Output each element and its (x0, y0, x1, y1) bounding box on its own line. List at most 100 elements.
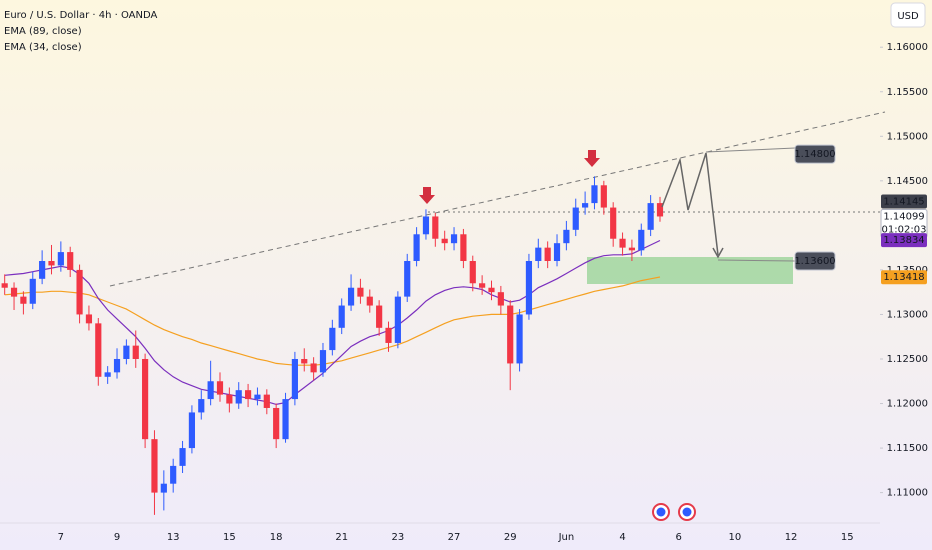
ema-line (4, 239, 661, 406)
candle-body (572, 207, 579, 230)
candle-body (113, 358, 121, 373)
projection-path (661, 152, 719, 256)
x-tick-label: 15 (841, 532, 854, 543)
candle-body (226, 394, 233, 404)
candle-body (291, 358, 298, 400)
level-label: 1.14800 (794, 149, 835, 160)
currency-button[interactable] (890, 2, 926, 28)
candle-body (216, 381, 224, 395)
candle-body (525, 261, 533, 315)
candle-body (207, 381, 214, 400)
x-tick-label: 12 (785, 532, 798, 543)
candle-body (188, 412, 196, 449)
x-tick-label: 4 (619, 532, 625, 543)
y-tick-label: 1.13000 (887, 309, 928, 320)
candle-body (600, 185, 607, 208)
candle-body (647, 203, 654, 230)
candle-body (497, 292, 504, 306)
candle-body (544, 247, 551, 261)
candle-body (347, 287, 355, 306)
candle-body (357, 287, 364, 297)
y-tick-label: 1.16000 (887, 42, 928, 53)
candle-body (432, 216, 439, 239)
candle-body (310, 363, 317, 373)
event-icon-dot (656, 507, 666, 517)
candle-body (132, 345, 139, 359)
price-tag (881, 233, 927, 248)
candle-body (385, 327, 392, 343)
x-tick-label: 6 (676, 532, 682, 543)
down-arrow (419, 187, 435, 204)
candle-body (610, 207, 617, 239)
candle-body (39, 261, 46, 279)
price-tag-label: 1.14145 (883, 196, 924, 207)
candles (1, 176, 664, 515)
candle-body (319, 350, 327, 373)
candle-body (591, 185, 598, 204)
candle-body (422, 216, 430, 235)
candle-body (235, 390, 242, 404)
candle-body (170, 465, 177, 484)
x-tick-label: 15 (223, 532, 236, 543)
candle-body (656, 203, 664, 217)
candle-body (366, 296, 373, 306)
candle-body (263, 394, 270, 408)
candle-body (151, 439, 158, 493)
candle-body (142, 358, 149, 440)
candle-body (57, 252, 64, 266)
candle-body (619, 238, 626, 248)
candle-body (282, 399, 289, 440)
candle-body (469, 261, 476, 284)
level-box (794, 144, 836, 164)
x-tick-label: 7 (58, 532, 64, 543)
candle-body (10, 287, 18, 297)
price-tag (881, 270, 927, 285)
candle-body (563, 229, 570, 244)
currency: USD (897, 11, 919, 22)
candle-body (404, 261, 411, 297)
candle-body (441, 238, 448, 244)
x-tick-label: 29 (504, 532, 517, 543)
level-box (794, 251, 836, 271)
x-tick-label: 21 (335, 532, 348, 543)
candle-body (582, 203, 589, 208)
candle-body (535, 247, 542, 261)
candle-body (628, 247, 636, 251)
candle-body (29, 278, 36, 304)
x-tick-label: Jun (558, 532, 575, 543)
x-tick-label: 23 (392, 532, 405, 543)
candle-body (1, 283, 8, 288)
target-line (705, 147, 796, 153)
candle-body (104, 372, 111, 377)
projection-arrowhead (712, 247, 724, 259)
chart-title: Euro / U.S. Dollar · 4h · OANDA (4, 10, 158, 21)
candle-body (329, 327, 336, 351)
price-tag (881, 194, 927, 209)
candle-body (20, 296, 27, 304)
legend-entry: EMA (34, close) (4, 42, 82, 53)
y-tick-label: 1.15000 (887, 131, 928, 142)
candle-body (85, 314, 93, 324)
candle-body (254, 394, 261, 400)
candle-body (450, 234, 458, 244)
candle-body (516, 314, 523, 364)
x-tick-label: 18 (270, 532, 283, 543)
candle-body (413, 234, 420, 261)
down-arrow (584, 150, 600, 167)
countdown: 01:02:03 (882, 225, 927, 236)
support-zone (587, 257, 793, 284)
candle-body (460, 234, 467, 261)
candle-body (67, 252, 74, 270)
candle-body (488, 287, 495, 293)
candle-body (76, 269, 83, 315)
candle-body (95, 323, 102, 377)
candle-body (160, 483, 167, 493)
candle-body (638, 229, 645, 251)
price-tag-label: 1.14099 (883, 212, 924, 223)
y-tick-label: 1.14500 (887, 176, 928, 187)
y-tick-label: 1.11000 (887, 488, 928, 499)
event-icon-dot (682, 507, 692, 517)
candle-body (394, 296, 401, 343)
y-tick-label: 1.15500 (887, 87, 928, 98)
